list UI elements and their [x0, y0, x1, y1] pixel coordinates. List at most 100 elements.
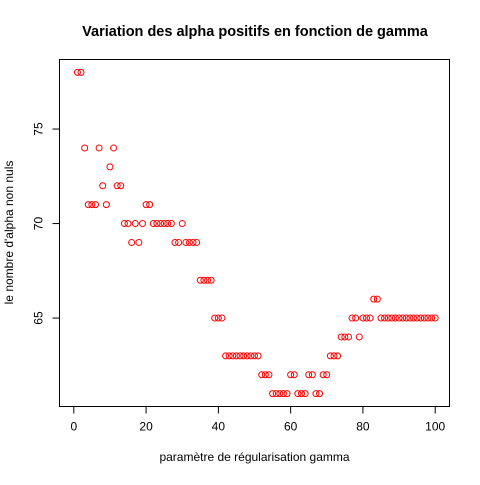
y-tick-label: 65 — [32, 311, 46, 325]
data-point — [413, 314, 421, 322]
x-axis: 0 20 40 60 80 100 — [69, 406, 446, 434]
data-point — [410, 314, 418, 322]
data-point — [175, 238, 183, 246]
data-point — [182, 238, 190, 246]
chart-title: Variation des alpha positifs en fonction… — [82, 24, 429, 40]
data-point — [301, 390, 309, 398]
data-point — [77, 68, 85, 76]
x-tick-label: 40 — [212, 420, 226, 434]
x-tick-label: 0 — [70, 420, 77, 434]
data-point — [236, 352, 244, 360]
data-point — [297, 390, 305, 398]
x-tick-label: 20 — [139, 420, 153, 434]
data-point — [417, 314, 425, 322]
data-point — [352, 314, 360, 322]
data-point — [117, 182, 125, 190]
data-point — [247, 352, 255, 360]
data-point — [128, 238, 136, 246]
data-point — [131, 220, 139, 228]
data-point — [323, 371, 331, 379]
data-point — [185, 238, 193, 246]
data-point — [399, 314, 407, 322]
data-point — [269, 390, 277, 398]
data-point — [359, 314, 367, 322]
data-point — [272, 390, 280, 398]
data-point — [294, 390, 302, 398]
data-point — [316, 390, 324, 398]
data-point — [366, 314, 374, 322]
data-point — [265, 371, 273, 379]
data-point — [229, 352, 237, 360]
data-point — [370, 295, 378, 303]
data-point — [377, 314, 385, 322]
data-point — [160, 220, 168, 228]
data-point — [142, 201, 150, 209]
data-point — [88, 201, 96, 209]
data-point — [344, 333, 352, 341]
data-point — [341, 333, 349, 341]
data-point — [420, 314, 428, 322]
data-point — [73, 68, 81, 76]
data-point — [204, 276, 212, 284]
data-point — [283, 390, 291, 398]
data-point — [243, 352, 251, 360]
data-point — [218, 314, 226, 322]
data-point — [232, 352, 240, 360]
data-point — [189, 238, 197, 246]
data-point — [200, 276, 208, 284]
data-point — [138, 220, 146, 228]
data-point — [91, 201, 99, 209]
data-point — [388, 314, 396, 322]
data-point — [167, 220, 175, 228]
data-point — [330, 352, 338, 360]
plot-area-border — [59, 59, 450, 407]
data-point — [157, 220, 165, 228]
data-point — [95, 144, 103, 152]
data-point — [135, 238, 143, 246]
data-point — [254, 352, 262, 360]
data-point — [193, 238, 201, 246]
data-point — [431, 314, 439, 322]
data-point — [334, 352, 342, 360]
data-point — [171, 238, 179, 246]
data-point — [384, 314, 392, 322]
data-point — [290, 371, 298, 379]
data-point — [222, 352, 230, 360]
data-point — [355, 333, 363, 341]
x-tick-label: 80 — [356, 420, 370, 434]
data-point — [363, 314, 371, 322]
data-point — [113, 182, 121, 190]
x-tick-label: 100 — [425, 420, 445, 434]
data-point — [261, 371, 269, 379]
y-tick-label: 70 — [32, 217, 46, 231]
x-tick-label: 60 — [284, 420, 298, 434]
data-point — [326, 352, 334, 360]
data-point — [251, 352, 258, 360]
y-tick-label: 75 — [32, 122, 46, 136]
data-point — [106, 163, 114, 171]
data-point — [312, 390, 320, 398]
data-point — [164, 220, 172, 228]
data-point — [337, 333, 345, 341]
data-point — [120, 220, 128, 228]
scatter-points — [73, 68, 439, 398]
data-point — [258, 371, 266, 379]
data-point — [211, 314, 219, 322]
data-point — [279, 390, 287, 398]
data-point — [406, 314, 414, 322]
data-point — [178, 220, 186, 228]
data-point — [110, 144, 118, 152]
x-axis-label: paramètre de régularisation gamma — [159, 450, 349, 464]
data-point — [373, 295, 381, 303]
data-point — [124, 220, 132, 228]
y-axis: 65 70 75 — [32, 122, 60, 325]
data-point — [287, 371, 295, 379]
data-point — [381, 314, 389, 322]
data-point — [196, 276, 204, 284]
data-point — [319, 371, 327, 379]
data-point — [225, 352, 233, 360]
data-point — [402, 314, 410, 322]
data-point — [81, 144, 89, 152]
